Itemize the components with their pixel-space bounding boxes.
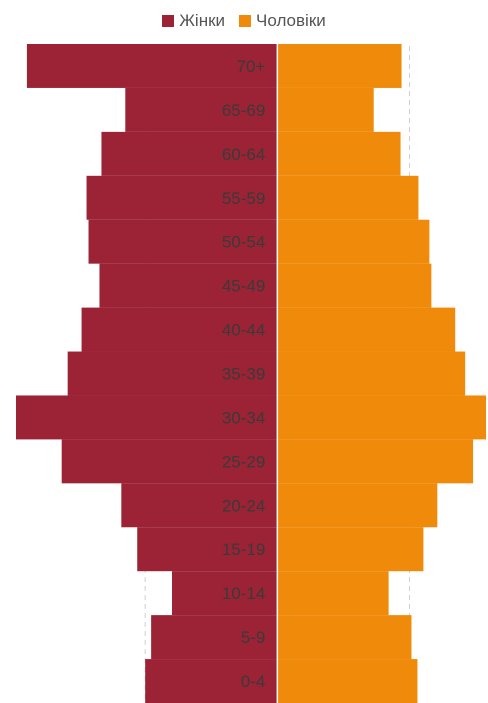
tick-label-45-49: 45-49 [222,277,265,296]
bar-female-10-14 [172,571,278,616]
bar-male-45-49 [277,263,432,308]
legend: Жінки Чоловіки [0,10,488,32]
bar-male-15-19 [277,527,424,572]
tick-label-30-34: 30-34 [222,408,265,427]
bar-female-60-64 [101,131,278,176]
bar-female-70+ [26,44,278,88]
bar-male-10-14 [277,571,389,616]
tick-label-0-4: 0-4 [241,672,266,691]
tick-label-65-69: 65-69 [222,101,265,120]
bar-male-30-34 [277,395,487,440]
legend-label-0: Жінки [179,11,226,30]
bar-male-25-29 [277,439,474,484]
legend-swatch-1 [239,15,252,27]
bar-female-15-19 [137,527,278,572]
bar-male-40-44 [277,307,456,352]
bar-female-50-54 [88,219,278,264]
bar-male-20-24 [277,483,438,528]
bar-female-55-59 [86,175,278,220]
bar-female-30-34 [15,395,278,440]
tick-label-40-44: 40-44 [222,321,265,340]
tick-label-60-64: 60-64 [222,145,265,164]
tick-label-35-39: 35-39 [222,365,265,384]
tick-label-70+: 70+ [236,57,265,76]
bar-female-65-69 [125,87,278,132]
tick-label-20-24: 20-24 [222,496,265,515]
bar-male-60-64 [277,131,401,176]
bar-female-5-9 [151,615,278,660]
bar-male-70+ [277,44,402,88]
bar-male-35-39 [277,351,466,396]
bar-male-50-54 [277,219,430,264]
bar-female-45-49 [99,263,278,308]
bar-female-25-29 [61,439,278,484]
bar-male-0-4 [277,659,418,703]
bar-female-20-24 [121,483,278,528]
bar-male-65-69 [277,87,374,132]
tick-label-5-9: 5-9 [241,628,266,647]
legend-label-1: Чоловіки [256,11,326,30]
legend-swatch-0 [162,15,175,27]
legend-entry-0: Жінки [162,11,225,31]
bar-female-35-39 [67,351,278,396]
tick-label-55-59: 55-59 [222,189,265,208]
tick-label-10-14: 10-14 [222,584,265,603]
legend-entry-1: Чоловіки [239,11,326,31]
tick-label-50-54: 50-54 [222,233,265,252]
bar-male-55-59 [277,175,419,220]
bar-male-5-9 [277,615,412,660]
tick-label-25-29: 25-29 [222,452,265,471]
bar-female-40-44 [81,307,278,352]
bar-female-0-4 [145,659,278,703]
tick-label-15-19: 15-19 [222,540,265,559]
